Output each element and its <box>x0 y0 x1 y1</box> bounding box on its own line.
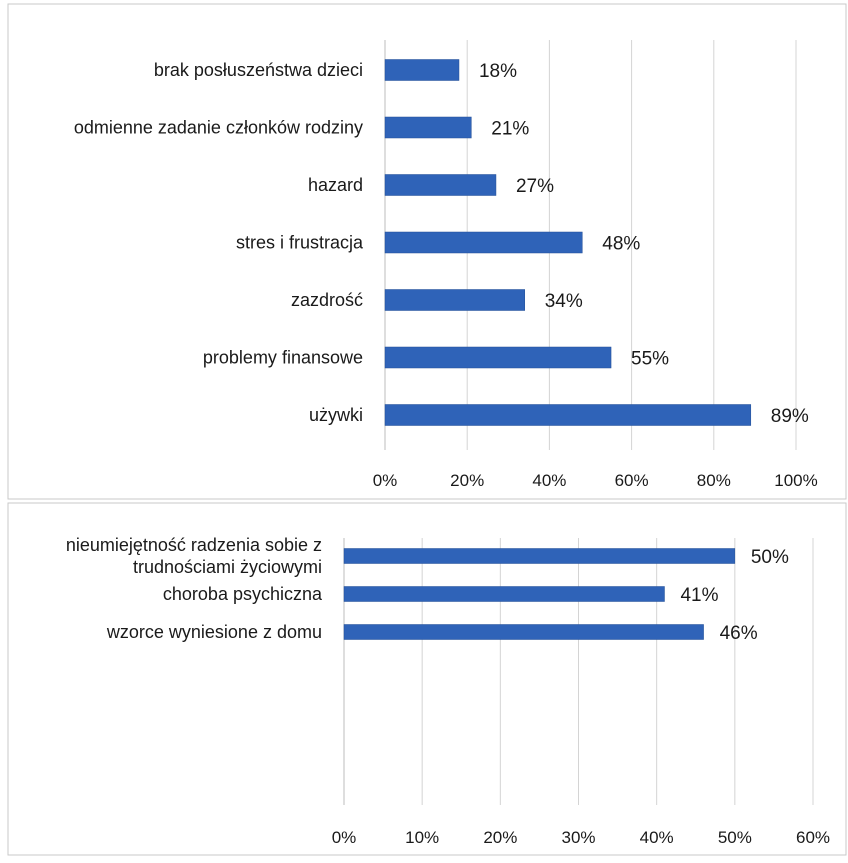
data-label: 48% <box>602 234 640 255</box>
category-label: choroba psychiczna <box>163 584 323 604</box>
x-tick-label: 0% <box>332 828 357 847</box>
bar <box>384 346 612 369</box>
x-tick-label: 10% <box>405 828 439 847</box>
data-label: 46% <box>720 623 758 644</box>
x-tick-label: 60% <box>615 471 649 490</box>
bar <box>384 174 497 196</box>
bar <box>343 586 665 602</box>
data-label: 50% <box>751 547 789 568</box>
x-tick-label: 0% <box>373 471 398 490</box>
category-label: brak posłuszeństwa dzieci <box>154 60 363 80</box>
top-panel-frame <box>7 3 847 500</box>
bar <box>384 116 472 139</box>
data-label: 55% <box>631 349 669 370</box>
data-label: 41% <box>680 585 718 606</box>
bar <box>384 231 583 254</box>
x-tick-label: 20% <box>483 828 517 847</box>
x-tick-label: 40% <box>532 471 566 490</box>
category-label: odmienne zadanie członków rodziny <box>74 118 363 138</box>
data-label: 27% <box>516 176 554 197</box>
category-label: problemy finansowe <box>203 348 363 368</box>
category-label: używki <box>309 405 363 425</box>
data-label: 34% <box>545 291 583 312</box>
category-label: stres i frustracja <box>236 233 364 253</box>
data-label: 89% <box>771 406 809 427</box>
bar <box>343 548 736 564</box>
category-label: zazdrość <box>291 290 363 310</box>
bottom-panel-frame <box>7 502 847 856</box>
bar <box>384 59 460 81</box>
x-tick-label: 60% <box>796 828 830 847</box>
x-tick-label: 40% <box>640 828 674 847</box>
chart-bottom-panel: 0% 10% 20% 30% 40% 50% 60% nieumiejętność radze… <box>66 535 830 847</box>
data-label: 18% <box>479 61 517 82</box>
chart-top-panel: 0% 20% 40% 60% 80% 100% brak posłuszeństwa dzi… <box>74 40 818 490</box>
x-tick-label: 20% <box>450 471 484 490</box>
x-tick-label: 100% <box>774 471 817 490</box>
bar <box>343 624 704 640</box>
x-tick-label: 50% <box>718 828 752 847</box>
data-label: 21% <box>491 119 529 140</box>
x-tick-label: 80% <box>697 471 731 490</box>
category-label: hazard <box>308 175 363 195</box>
category-label: wzorce wyniesione z domu <box>106 622 322 642</box>
category-label: nieumiejętność radzenia sobie z trudności… <box>66 535 322 577</box>
x-tick-label: 30% <box>561 828 595 847</box>
bar <box>384 404 752 426</box>
bar <box>384 289 525 311</box>
